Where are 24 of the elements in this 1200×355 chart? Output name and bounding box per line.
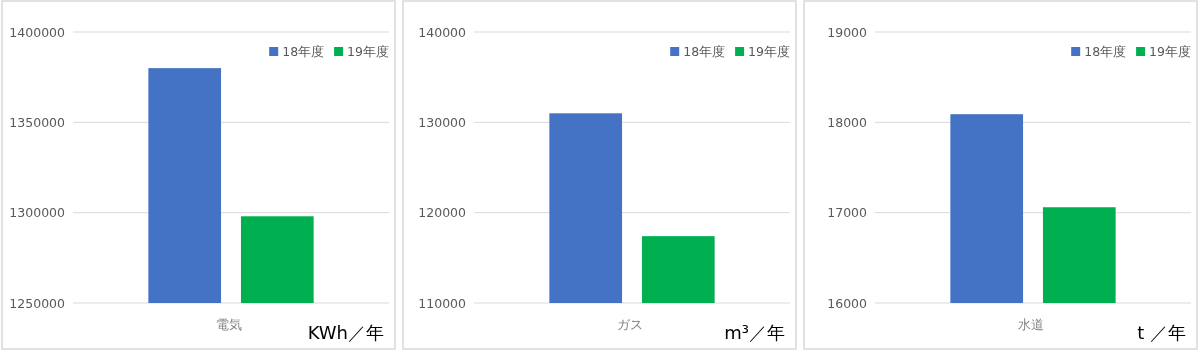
x-tick-label: 電気 — [216, 317, 242, 332]
y-tick-label: 16000 — [827, 295, 868, 311]
y-tick-label: 130000 — [418, 114, 467, 130]
y-tick-label: 120000 — [418, 205, 467, 221]
legend-label: 19年度 — [748, 44, 790, 59]
text: t ／年 — [1137, 322, 1186, 343]
legend-label: 18年度 — [282, 44, 325, 59]
y-tick-label: 140000 — [418, 24, 467, 40]
y-tick-label: 18000 — [827, 114, 868, 130]
y-tick-label: 17000 — [827, 205, 868, 221]
y-tick-label: 110000 — [418, 295, 467, 311]
y-tick-label: 1250000 — [9, 295, 66, 311]
y-tick-label: 1350000 — [9, 114, 66, 130]
legend-label: 18年度 — [683, 44, 726, 59]
x-tick-label: 水道 — [1018, 317, 1044, 332]
y-tick-label: 1300000 — [9, 205, 66, 221]
legend-label: 19年度 — [1149, 44, 1191, 59]
text: m³／年 — [724, 322, 785, 343]
y-tick-label: 1400000 — [9, 24, 66, 40]
text: KWh／年 — [307, 322, 384, 343]
legend-label: 19年度 — [347, 44, 389, 59]
y-tick-label: 19000 — [827, 24, 868, 40]
x-tick-label: ガス — [617, 317, 643, 332]
legend-label: 18年度 — [1084, 44, 1127, 59]
